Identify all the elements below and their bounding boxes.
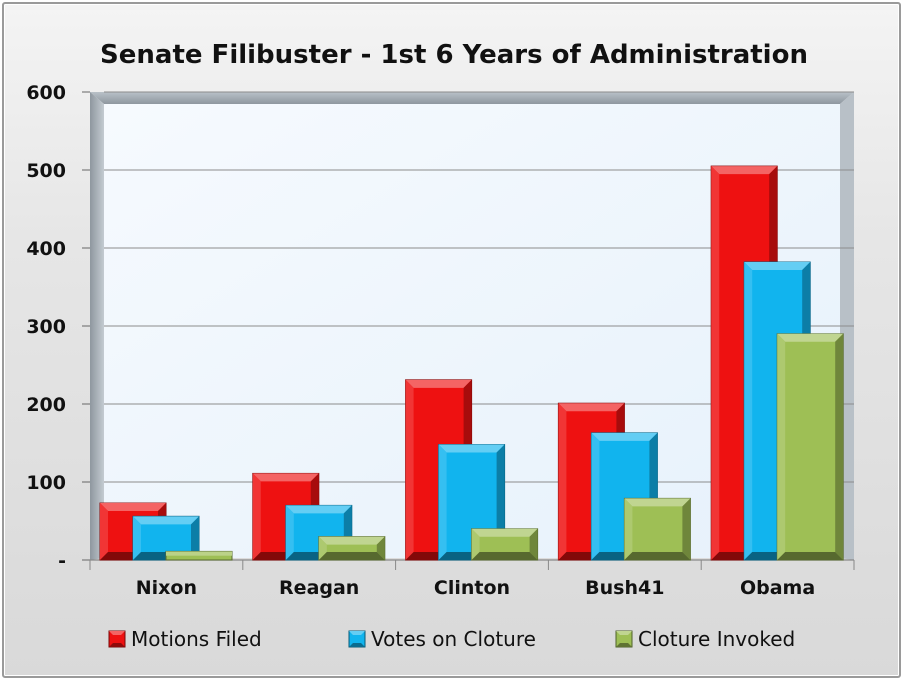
x-axis-labels: Nixon Reagan Clinton Bush41 Obama (136, 577, 815, 599)
legend-item: Cloture Invoked (615, 627, 795, 651)
y-tick-label: 200 (26, 394, 66, 416)
plot-wall-top (90, 92, 854, 104)
legend-item: Votes on Cloture (348, 627, 536, 651)
x-tick-label: Clinton (434, 577, 510, 599)
y-tick-label: 400 (26, 238, 66, 260)
y-axis-ticks: - 100 200 300 400 500 600 (26, 82, 66, 572)
x-tick-label: Nixon (136, 577, 197, 599)
y-tick-label: 300 (26, 316, 66, 338)
bars (99, 165, 844, 561)
bar-cloture-invoked-nixon (165, 550, 233, 561)
legend-item: Motions Filed (108, 627, 262, 651)
chart-title: Senate Filibuster - 1st 6 Years of Admin… (100, 40, 808, 70)
chart-svg: Senate Filibuster - 1st 6 Years of Admin… (26, 40, 855, 651)
bar-cloture-invoked-bush41 (623, 497, 691, 561)
plot-wall-left (90, 92, 104, 560)
x-tick-label: Bush41 (585, 577, 664, 599)
bar-cloture-invoked-obama (776, 333, 844, 561)
y-tick-label: 100 (26, 472, 66, 494)
y-tick-label: - (58, 550, 66, 572)
x-tick-label: Obama (740, 577, 815, 599)
bar-cloture-invoked-reagan (318, 536, 386, 561)
legend-label: Motions Filed (131, 627, 262, 651)
legend-label: Votes on Cloture (371, 627, 536, 651)
y-tick-label: 500 (26, 160, 66, 182)
legend: Motions Filed Votes on Cloture Cloture Inv… (108, 627, 795, 651)
x-tick-label: Reagan (279, 577, 359, 599)
y-tick-label: 600 (26, 82, 66, 104)
bar-cloture-invoked-clinton (471, 528, 539, 561)
legend-label: Cloture Invoked (638, 627, 795, 651)
